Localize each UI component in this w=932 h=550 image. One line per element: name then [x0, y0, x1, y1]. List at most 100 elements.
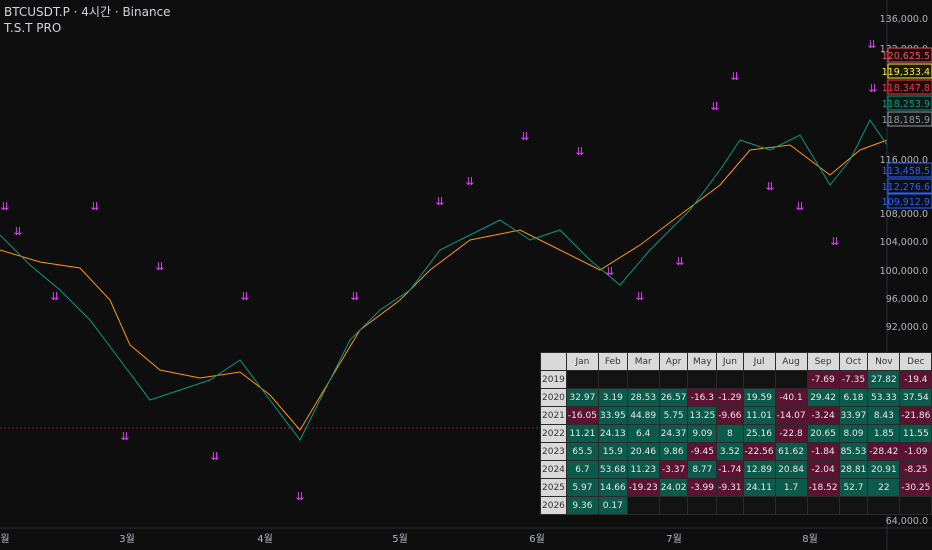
table-cell: 2020: [540, 388, 567, 407]
price-label: 104,000.0: [880, 237, 928, 248]
signal-marker: ⇊: [520, 130, 529, 143]
table-cell: -3.99: [687, 478, 718, 497]
table-cell: Oct: [838, 352, 869, 371]
table-row: 2022 11.21 24.13 6.4 24.37 9.09 8 25.16 -22.8 20.…: [540, 424, 932, 443]
table-cell: -3.37: [658, 460, 689, 479]
table-cell: -22.56: [742, 442, 776, 461]
table-cell: 1.85: [867, 424, 901, 443]
table-cell: 26.57: [658, 388, 689, 407]
price-tag-label: 118,253.9: [882, 99, 930, 110]
table-cell: -3.24: [806, 406, 840, 425]
table-cell: 28.53: [626, 388, 660, 407]
table-cell: -9.45: [687, 442, 718, 461]
table-cell: 6.4: [626, 424, 660, 443]
signal-marker: ⇊: [795, 200, 804, 213]
time-label: 7월: [666, 533, 682, 545]
time-label: 4월: [257, 533, 273, 545]
signal-marker: ⇊: [155, 260, 164, 273]
table-cell: -1.29: [716, 388, 744, 407]
table-cell: 9.36: [565, 496, 599, 515]
table-cell: -19.4: [899, 370, 932, 389]
signal-marker: ⇊: [50, 290, 59, 303]
signal-marker: ⇊: [730, 70, 739, 83]
table-cell: [742, 370, 776, 389]
time-label: 3월: [119, 533, 135, 545]
table-cell: [774, 496, 808, 515]
table-cell: Apr: [658, 352, 689, 371]
table-cell: Nov: [867, 352, 901, 371]
price-label: 116,000.0: [880, 155, 928, 166]
signal-marker: ⇊: [868, 82, 877, 95]
table-cell: 11.01: [742, 406, 776, 425]
signal-markers: ⇊ ⇊ ⇊ ⇊ ⇊ ⇊ ⇊ ⇊ ⇊ ⇊ ⇊ ⇊ ⇊ ⇊ ⇊ ⇊ ⇊ ⇊ ⇊ ⇊ ⇊ ⇊ ⇊ ⇊: [0, 38, 877, 503]
price-tag-label: 118,347.8: [882, 83, 930, 94]
table-cell: [774, 370, 808, 389]
table-cell: 3.52: [716, 442, 744, 461]
header: BTCUSDT.P · 4시간 · Binance T.S.T PRO: [4, 4, 171, 36]
table-row: 2020 32.97 3.19 28.53 26.57 -16.3 -1.29 19.59 -4…: [540, 388, 932, 407]
time-label: 5월: [392, 533, 408, 545]
table-cell: 8.43: [867, 406, 901, 425]
table-cell: Feb: [597, 352, 628, 371]
table-cell: 29.42: [806, 388, 840, 407]
price-label: 92,000.0: [886, 322, 928, 333]
table-cell: 8: [716, 424, 744, 443]
signal-marker: ⇊: [0, 200, 9, 213]
signal-marker: ⇊: [435, 195, 444, 208]
table-cell: -22.8: [774, 424, 808, 443]
table-cell: 33.95: [597, 406, 628, 425]
signal-marker: ⇊: [90, 200, 99, 213]
table-cell: -1.74: [716, 460, 744, 479]
table-cell: 61.62: [774, 442, 808, 461]
table-row: 2023 65.5 15.9 20.46 9.86 -9.45 3.52 -22.56 61.6…: [540, 442, 932, 461]
table-cell: Sep: [806, 352, 840, 371]
table-cell: 5.97: [565, 478, 599, 497]
table-cell: 9.09: [687, 424, 718, 443]
table-cell: 3.19: [597, 388, 628, 407]
signal-marker: ⇊: [635, 290, 644, 303]
table-cell: -14.07: [774, 406, 808, 425]
table-cell: 25.16: [742, 424, 776, 443]
table-cell: 2021: [540, 406, 567, 425]
table-cell: May: [687, 352, 718, 371]
price-label: 96,000.0: [886, 294, 928, 305]
table-row: 2025 5.97 14.66 -19.23 24.02 -3.99 -9.31 24.11 1…: [540, 478, 932, 497]
table-cell: -18.52: [806, 478, 840, 497]
table-cell: [742, 496, 776, 515]
price-label: 108,000.0: [880, 209, 928, 220]
table-cell: 44.89: [626, 406, 660, 425]
table-cell: 11.55: [899, 424, 932, 443]
indicator: T.S.T PRO: [4, 21, 62, 35]
table-cell: 9.86: [658, 442, 689, 461]
table-cell: 28.81: [838, 460, 869, 479]
table-cell: Jun: [716, 352, 744, 371]
table-cell: 53.33: [867, 388, 901, 407]
table-cell: [626, 370, 660, 389]
table-cell: 15.9: [597, 442, 628, 461]
signal-marker: ⇊: [350, 290, 359, 303]
table-cell: 65.5: [565, 442, 599, 461]
table-cell: 19.59: [742, 388, 776, 407]
price-label: 64,000.0: [886, 516, 928, 527]
table-cell: 20.84: [774, 460, 808, 479]
table-cell: Aug: [774, 352, 808, 371]
time-axis: 월 3월 4월 5월 6월 7월 8월: [0, 533, 817, 545]
table-cell: 2024: [540, 460, 567, 479]
table-cell: -16.3: [687, 388, 718, 407]
signal-marker: ⇊: [120, 430, 129, 443]
table-cell: 6.7: [565, 460, 599, 479]
table-cell: -19.23: [626, 478, 660, 497]
table-cell: 52.7: [838, 478, 869, 497]
price-tag: [887, 95, 932, 111]
price-tag: [887, 47, 932, 63]
table-cell: -7.35: [838, 370, 869, 389]
price-tag: [887, 111, 932, 127]
table-cell: 2022: [540, 424, 567, 443]
table-cell: 8.09: [838, 424, 869, 443]
table-cell: -28.42: [867, 442, 901, 461]
table-cell: -40.1: [774, 388, 808, 407]
table-cell: 24.13: [597, 424, 628, 443]
table-cell: 24.02: [658, 478, 689, 497]
